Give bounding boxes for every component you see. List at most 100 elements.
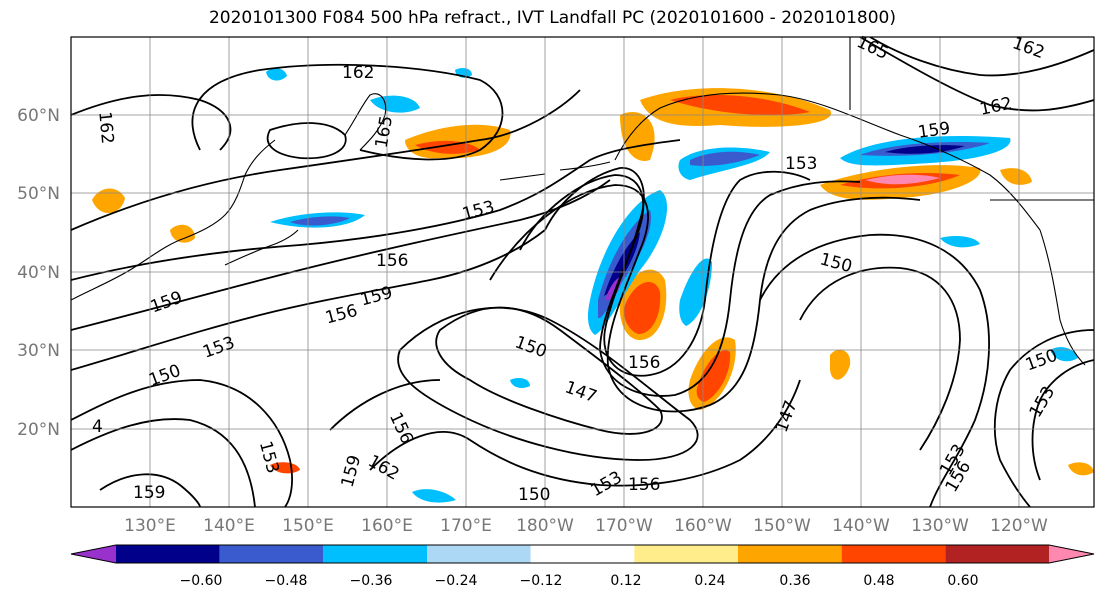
contour-150-low <box>397 306 699 461</box>
colorbar: −0.60 −0.48 −0.36 −0.24 −0.12 0.12 0.24 … <box>70 544 1095 589</box>
colorbar-tick: −0.48 <box>265 573 308 589</box>
contour-150-east <box>759 233 990 507</box>
lon-label: 180°W <box>516 516 574 536</box>
latitude-labels: 60°N 50°N 40°N 30°N 20°N <box>17 106 60 440</box>
contour-162-ne <box>859 37 1094 112</box>
contour-label: 162 <box>342 63 374 83</box>
lon-label: 160°W <box>674 516 732 536</box>
positive-patch <box>830 349 851 380</box>
colorbar-tick: 0.48 <box>863 573 894 589</box>
contour-165-ne <box>869 37 1094 77</box>
colorbar-outline <box>70 544 1095 564</box>
lon-label: 160°E <box>361 516 413 536</box>
lon-label: 140°E <box>203 516 255 536</box>
negative-patch <box>412 489 456 503</box>
positive-patch <box>670 95 810 116</box>
colorbar-segment <box>634 545 738 563</box>
contour-150-jet <box>489 184 921 413</box>
contour-150 <box>71 229 546 371</box>
contour-159 <box>71 89 581 231</box>
negative-patch <box>370 95 420 113</box>
positive-patch <box>865 174 940 185</box>
colorbar-segment <box>945 545 1049 563</box>
map-frame <box>70 36 1095 508</box>
colorbar-segment <box>323 545 427 563</box>
contour-147 <box>435 306 663 435</box>
contour-165 <box>266 122 347 160</box>
contour-label: 156 <box>628 475 660 495</box>
colorbar-segment <box>219 545 324 563</box>
positive-patch <box>624 282 661 335</box>
longitude-labels: 130°E 140°E 150°E 160°E 170°E 180°W 170°… <box>124 516 1048 536</box>
colorbar-tick: −0.24 <box>435 573 478 589</box>
graticule <box>71 37 1094 507</box>
negative-patch <box>885 145 965 154</box>
contour-label: 153 <box>785 154 817 174</box>
colorbar-segment <box>116 545 220 563</box>
contour-label: 159 <box>133 483 165 503</box>
contour-label: 159 <box>917 119 952 143</box>
colorbar-tick: 0.36 <box>779 573 810 589</box>
colorbar-segment <box>427 545 531 563</box>
contour-153-east <box>993 329 1094 507</box>
negative-patch <box>1050 347 1078 362</box>
contour-156 <box>71 139 681 281</box>
canada-border <box>849 37 1094 201</box>
colorbar-tick: −0.12 <box>520 573 563 589</box>
lon-label: 150°W <box>753 516 811 536</box>
colorbar-segment <box>841 545 946 563</box>
contour-label: 162 <box>94 111 117 145</box>
contour-lower-sw <box>71 379 293 507</box>
positive-patch <box>1068 462 1094 476</box>
contour-label: 156 <box>376 251 408 271</box>
north-america-coastline <box>1039 229 1086 366</box>
colorbar-min-extension <box>71 545 116 563</box>
positive-patch <box>1000 168 1032 185</box>
contour-label: 150 <box>518 485 550 505</box>
colorbar-tick-labels: −0.60 −0.48 −0.36 −0.24 −0.12 0.12 0.24 … <box>180 573 979 589</box>
map-title: 2020101300 F084 500 hPa refract., IVT La… <box>208 8 896 28</box>
negative-patch <box>266 68 287 81</box>
colorbar-tick: 0.24 <box>694 573 725 589</box>
lon-label: 120°W <box>990 516 1048 536</box>
colorbar-segment <box>530 545 635 563</box>
lon-label: 170°E <box>440 516 492 536</box>
lat-label: 50°N <box>17 184 60 204</box>
contour-lower-sw2 <box>71 418 256 507</box>
positive-patch <box>696 350 731 402</box>
kamchatka-coastline <box>344 93 387 151</box>
colorbar-tick: −0.36 <box>350 573 393 589</box>
lon-label: 170°W <box>595 516 653 536</box>
contour-156-south <box>329 379 801 487</box>
lon-label: 130°W <box>911 516 969 536</box>
colorbar-max-extension <box>1049 545 1094 563</box>
lat-label: 60°N <box>17 106 60 126</box>
negative-patch <box>679 258 712 326</box>
lat-label: 40°N <box>17 263 60 283</box>
negative-patch <box>510 378 530 388</box>
positive-patch <box>92 188 125 213</box>
colorbar-tick: 0.60 <box>947 573 978 589</box>
lat-label: 30°N <box>17 341 60 361</box>
positive-patch <box>415 140 480 154</box>
lon-label: 130°E <box>124 516 176 536</box>
lat-label: 20°N <box>17 420 60 440</box>
contour-156-east <box>1031 359 1094 481</box>
lon-label: 150°E <box>282 516 334 536</box>
negative-patch <box>290 216 350 226</box>
negative-patch <box>940 236 980 248</box>
map-plot-area: 162 162 162 165 165 162 159 153 153 156 … <box>70 32 1095 508</box>
contour-label: 156 <box>628 353 660 373</box>
contour-153-jet <box>519 174 861 397</box>
aleutian-chain <box>499 161 611 181</box>
contour-162 <box>191 63 504 161</box>
contour-156-jet <box>544 167 811 377</box>
refractivity-contours <box>71 37 1094 507</box>
contour-162 <box>71 94 232 151</box>
contour-lower-sw3 <box>99 473 201 507</box>
japan-coastline <box>224 229 299 266</box>
negative-patch <box>690 151 760 166</box>
colorbar-tick: 0.12 <box>610 573 641 589</box>
colorbar-tick: −0.60 <box>180 573 223 589</box>
coastlines <box>71 37 1094 366</box>
